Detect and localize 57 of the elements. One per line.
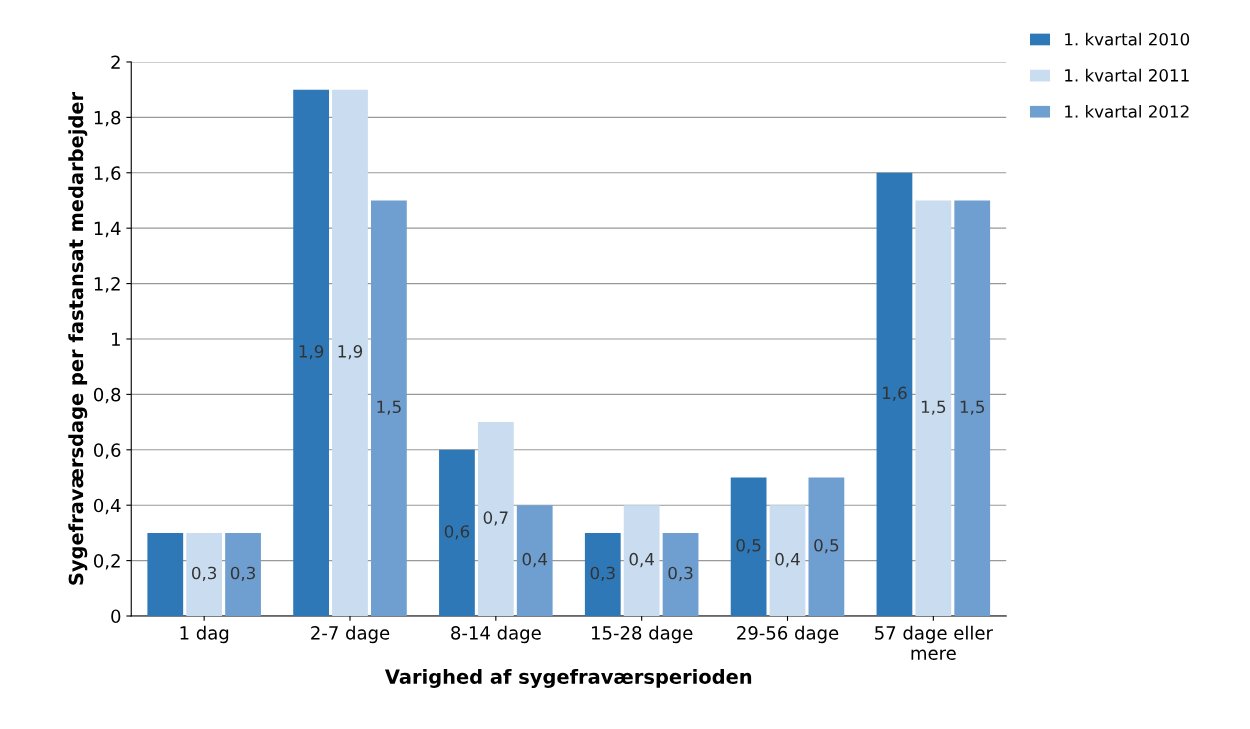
bar — [662, 532, 699, 616]
data-label: 1,5 — [377, 400, 401, 415]
y-tick-label: 0,8 — [94, 387, 121, 404]
x-tick-label: 29-56 dage — [737, 625, 839, 644]
y-tick-label: 0,6 — [94, 443, 121, 459]
y-tick-label: 1,2 — [94, 277, 120, 293]
y-tick-label: 0 — [111, 609, 121, 624]
bar — [730, 477, 767, 616]
data-label: 0,3 — [192, 566, 217, 581]
bar — [186, 532, 223, 616]
bar — [439, 449, 475, 616]
x-tick-label: 2-7 dage — [311, 625, 390, 644]
x-tick-label: 8-14 dage — [451, 625, 541, 644]
data-label: 0,3 — [590, 566, 615, 581]
bar — [876, 172, 913, 616]
data-label: 0,3 — [230, 566, 255, 581]
data-label: 0,4 — [522, 552, 548, 568]
y-tick-label: 1 — [112, 332, 120, 346]
x-tick-label: 1 dag — [180, 625, 229, 644]
y-axis-title: Sygefraværsdage per fastansat medarbejder — [68, 91, 88, 585]
bar — [477, 422, 514, 616]
bar — [808, 477, 845, 616]
legend-label: 1. kvartal 2012 — [1065, 104, 1189, 118]
data-label: 0,3 — [668, 566, 693, 581]
bar — [371, 200, 407, 616]
data-label: 1,5 — [960, 400, 985, 415]
bar — [769, 505, 806, 616]
legend-label: 1. kvartal 2010 — [1065, 32, 1190, 46]
data-label: 0,4 — [775, 552, 800, 568]
bar — [332, 89, 368, 616]
y-tick-label: 1,4 — [94, 221, 121, 238]
bar — [225, 532, 261, 616]
bar — [954, 200, 991, 616]
data-label: 0,7 — [483, 511, 508, 526]
bar — [623, 505, 660, 616]
data-label: 1,6 — [883, 386, 907, 401]
legend-label: 1. kvartal 2011 — [1065, 68, 1189, 82]
bar — [516, 505, 553, 616]
bar — [584, 532, 621, 616]
x-tick-label: 57 dage eller mere — [875, 625, 993, 660]
y-tick-label: 2 — [111, 55, 120, 69]
bar — [147, 532, 184, 616]
x-tick-label: 15-28 dage — [592, 625, 693, 644]
y-tick-label: 0,4 — [94, 498, 121, 515]
y-tick-label: 1,8 — [94, 110, 121, 127]
y-tick-label: 1,6 — [94, 166, 121, 182]
bar — [293, 89, 329, 616]
data-label: 0,6 — [444, 525, 470, 540]
bar — [915, 200, 952, 616]
data-label: 1,9 — [299, 345, 324, 360]
y-tick-label: 0,2 — [94, 554, 120, 570]
data-label: 0,5 — [736, 538, 761, 554]
data-label: 0,4 — [629, 552, 654, 568]
data-label: 1,5 — [921, 400, 946, 415]
x-axis-title: Varighed af sygefraværsperioden — [384, 668, 752, 688]
data-label: 0,5 — [814, 538, 839, 554]
data-label: 1,9 — [338, 345, 363, 360]
